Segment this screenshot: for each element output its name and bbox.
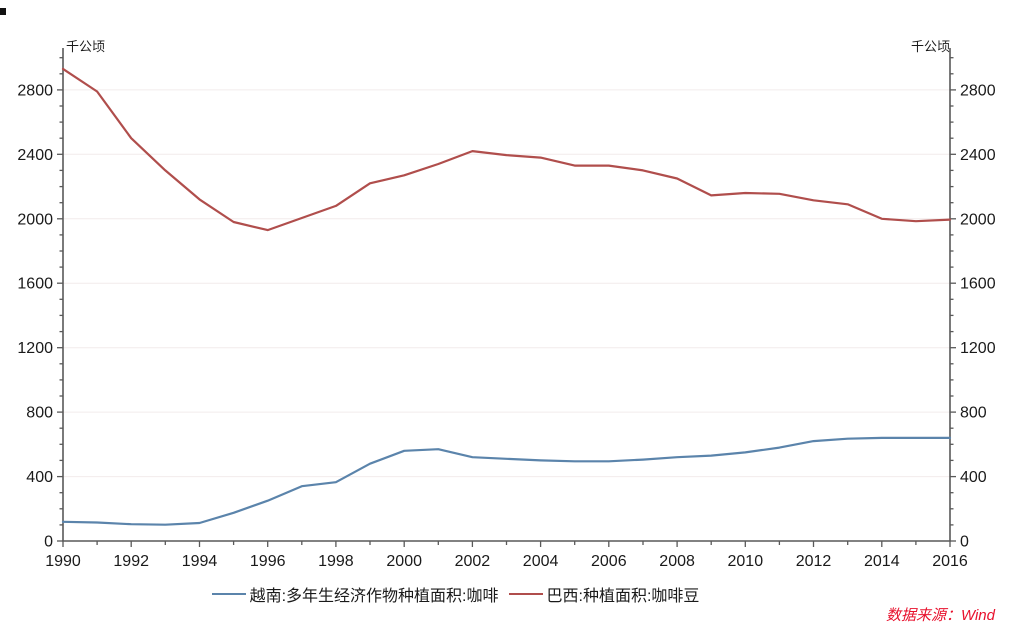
svg-text:1994: 1994 [182,553,218,570]
y-tick-labels-left: 0 400 800 1200 1600 2000 2400 2800 [17,82,53,550]
svg-text:2004: 2004 [523,553,559,570]
svg-text:2012: 2012 [796,553,832,570]
svg-text:2008: 2008 [659,553,695,570]
svg-text:1600: 1600 [960,276,996,293]
x-ticks [62,541,951,547]
corner-mark [0,8,6,15]
svg-text:0: 0 [960,534,969,551]
vietnam-legend-label: 越南:多年生经济作物种植面积:咖啡 [249,588,499,605]
svg-text:2000: 2000 [386,553,422,570]
svg-text:2014: 2014 [864,553,900,570]
svg-text:1600: 1600 [17,276,53,293]
brazil-line-sample [508,592,543,596]
svg-text:2002: 2002 [455,553,491,570]
svg-text:1200: 1200 [960,340,996,357]
svg-text:2010: 2010 [728,553,764,570]
svg-text:2400: 2400 [17,147,53,164]
y-ticks [57,57,956,542]
y-axis-unit-label-right: 千公顷 [911,39,951,54]
axes [62,48,951,542]
svg-text:800: 800 [960,405,987,422]
gridlines [63,89,950,478]
legend-item-brazil: 巴西:种植面积:咖啡豆 [508,582,700,606]
svg-text:400: 400 [960,469,987,486]
svg-text:400: 400 [26,469,53,486]
vietnam-coffee-line [61,436,952,526]
svg-text:1998: 1998 [318,553,354,570]
svg-text:2800: 2800 [17,82,53,99]
legend-item-vietnam: 越南:多年生经济作物种植面积:咖啡 [211,582,499,606]
svg-text:1996: 1996 [250,553,286,570]
svg-text:2016: 2016 [932,553,968,570]
svg-text:0: 0 [44,534,53,551]
x-tick-labels: 1990 1992 1994 1996 1998 2000 2002 2004 2006 2008… [45,553,968,570]
y-tick-labels-right: 0 400 800 1200 1600 2000 2400 2800 [960,82,996,550]
svg-text:2800: 2800 [960,82,996,99]
brazil-legend-label: 巴西:种植面积:咖啡豆 [546,588,700,605]
svg-text:2006: 2006 [591,553,627,570]
vietnam-line-sample [211,592,246,596]
svg-text:2000: 2000 [17,211,53,228]
svg-text:2400: 2400 [960,147,996,164]
data-source-label: 数据来源：Wind [885,607,995,624]
svg-text:2000: 2000 [960,211,996,228]
y-axis-unit-label-left: 千公顷 [66,39,106,54]
svg-text:1200: 1200 [17,340,53,357]
svg-text:1992: 1992 [113,553,149,570]
brazil-coffee-line [61,67,952,232]
legend: 越南:多年生经济作物种植面积:咖啡 巴西:种植面积:咖啡豆 [0,582,961,606]
svg-text:1990: 1990 [45,553,81,570]
svg-text:800: 800 [26,405,53,422]
